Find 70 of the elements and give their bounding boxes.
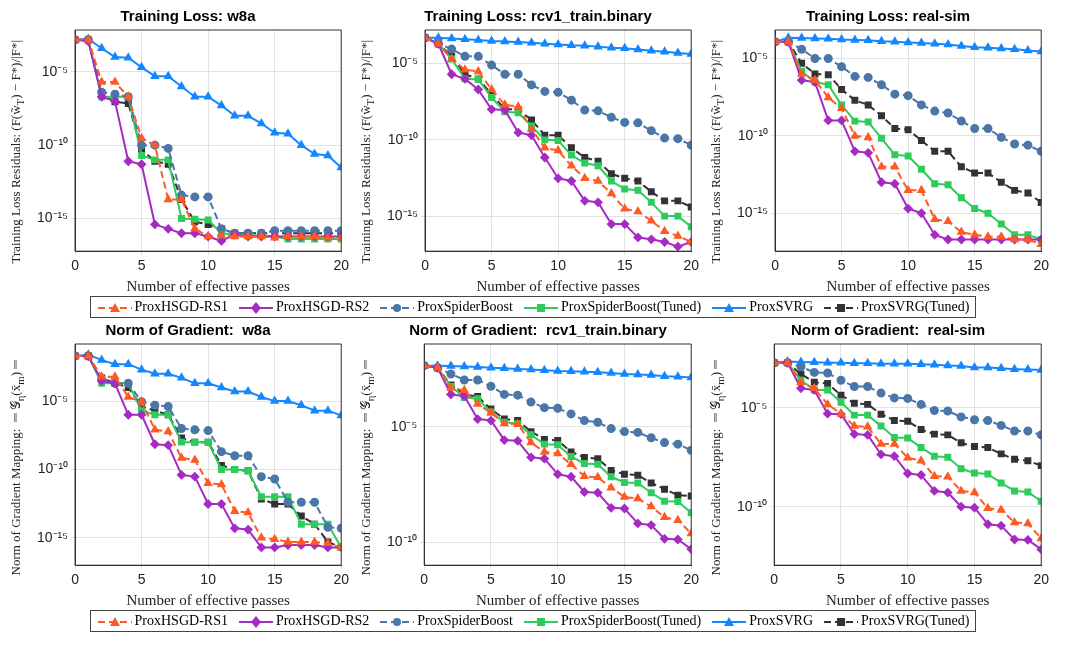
legend-label: ProxSVRG bbox=[748, 299, 814, 315]
x-tick-label: 15 bbox=[966, 571, 983, 588]
x-tick-label: 0 bbox=[71, 257, 80, 274]
legend-label: ProxSVRG(Tuned) bbox=[860, 613, 970, 629]
x-axis-title: Number of effective passes bbox=[476, 591, 640, 608]
x-axis-title: Number of effective passes bbox=[126, 277, 290, 294]
chart-title: Training Loss: real-sim bbox=[805, 7, 971, 25]
x-tick-label: 10 bbox=[200, 571, 217, 588]
x-tick-label: 10 bbox=[200, 257, 217, 274]
y-tick-label: 10⁻¹⁰ bbox=[387, 533, 418, 550]
x-axis-title: Number of effective passes bbox=[126, 591, 290, 608]
legend-label: ProxSpiderBoost(Tuned) bbox=[559, 613, 702, 629]
legend-label: ProxHSGD-RS2 bbox=[274, 299, 370, 315]
y-tick-label: 10⁻¹⁰ bbox=[737, 126, 769, 143]
chart-title: Norm of Gradient: real-sim bbox=[790, 321, 986, 339]
x-tick-label: 5 bbox=[837, 571, 846, 588]
x-axis-title: Number of effective passes bbox=[826, 591, 990, 608]
x-tick-label: 0 bbox=[71, 571, 80, 588]
y-tick-label: 10⁻¹⁵ bbox=[736, 204, 769, 221]
x-axis-title: Number of effective passes bbox=[826, 277, 990, 294]
x-tick-label: 20 bbox=[1033, 257, 1050, 274]
y-tick-label: 10⁻⁵ bbox=[741, 49, 769, 66]
x-tick-label: 5 bbox=[837, 257, 846, 274]
x-tick-label: 15 bbox=[266, 257, 283, 274]
legend-label: ProxSpiderBoost(Tuned) bbox=[559, 299, 702, 315]
y-tick-label: 10⁻¹⁰ bbox=[37, 136, 69, 153]
legend-label: ProxSpiderBoost bbox=[416, 299, 513, 315]
y-tick-label: 10⁻⁵ bbox=[41, 62, 69, 79]
x-tick-label: 15 bbox=[266, 571, 283, 588]
x-tick-label: 10 bbox=[899, 571, 916, 588]
x-tick-label: 0 bbox=[771, 257, 780, 274]
y-tick-label: 10⁻⁵ bbox=[41, 391, 69, 408]
legend-label: ProxHSGD-RS1 bbox=[133, 299, 228, 315]
x-tick-label: 5 bbox=[137, 257, 146, 274]
legend-label: ProxHSGD-RS2 bbox=[274, 613, 370, 629]
x-tick-label: 20 bbox=[683, 257, 700, 274]
chart-title: Training Loss: w8a bbox=[120, 7, 257, 25]
y-tick-label: 10⁻⁵ bbox=[740, 398, 768, 415]
y-tick-label: 10⁻¹⁵ bbox=[36, 528, 69, 545]
x-tick-label: 20 bbox=[333, 257, 350, 274]
x-tick-label: 15 bbox=[966, 257, 983, 274]
legend-label: ProxSVRG(Tuned) bbox=[860, 299, 970, 315]
y-tick-label: 10⁻¹⁵ bbox=[36, 209, 69, 226]
x-tick-label: 20 bbox=[683, 571, 700, 588]
x-tick-label: 15 bbox=[616, 257, 633, 274]
x-tick-label: 10 bbox=[900, 257, 917, 274]
y-tick-label: 10⁻¹⁵ bbox=[386, 206, 419, 223]
x-tick-label: 5 bbox=[487, 571, 496, 588]
chart-title: Norm of Gradient: rcv1_train.binary bbox=[409, 321, 668, 339]
x-tick-label: 0 bbox=[770, 571, 779, 588]
x-tick-label: 0 bbox=[421, 257, 430, 274]
legend-label: ProxSpiderBoost bbox=[416, 613, 513, 629]
x-tick-label: 5 bbox=[137, 571, 146, 588]
x-tick-label: 15 bbox=[616, 571, 633, 588]
y-tick-label: 10⁻⁵ bbox=[390, 417, 418, 434]
x-tick-label: 5 bbox=[487, 257, 496, 274]
y-tick-label: 10⁻¹⁰ bbox=[737, 497, 768, 514]
x-axis-title: Number of effective passes bbox=[476, 277, 640, 294]
x-tick-label: 20 bbox=[1033, 571, 1050, 588]
x-tick-label: 0 bbox=[420, 571, 429, 588]
chart-title: Norm of Gradient: w8a bbox=[105, 321, 272, 339]
y-tick-label: 10⁻¹⁰ bbox=[37, 460, 69, 477]
x-tick-label: 10 bbox=[550, 257, 567, 274]
y-tick-label: 10⁻¹⁰ bbox=[387, 130, 419, 147]
chart-title: Training Loss: rcv1_train.binary bbox=[424, 7, 653, 25]
x-tick-label: 20 bbox=[333, 571, 350, 588]
x-tick-label: 10 bbox=[549, 571, 566, 588]
legend-label: ProxSVRG bbox=[748, 613, 814, 629]
legend-label: ProxHSGD-RS1 bbox=[133, 613, 228, 629]
y-tick-label: 10⁻⁵ bbox=[391, 54, 419, 71]
